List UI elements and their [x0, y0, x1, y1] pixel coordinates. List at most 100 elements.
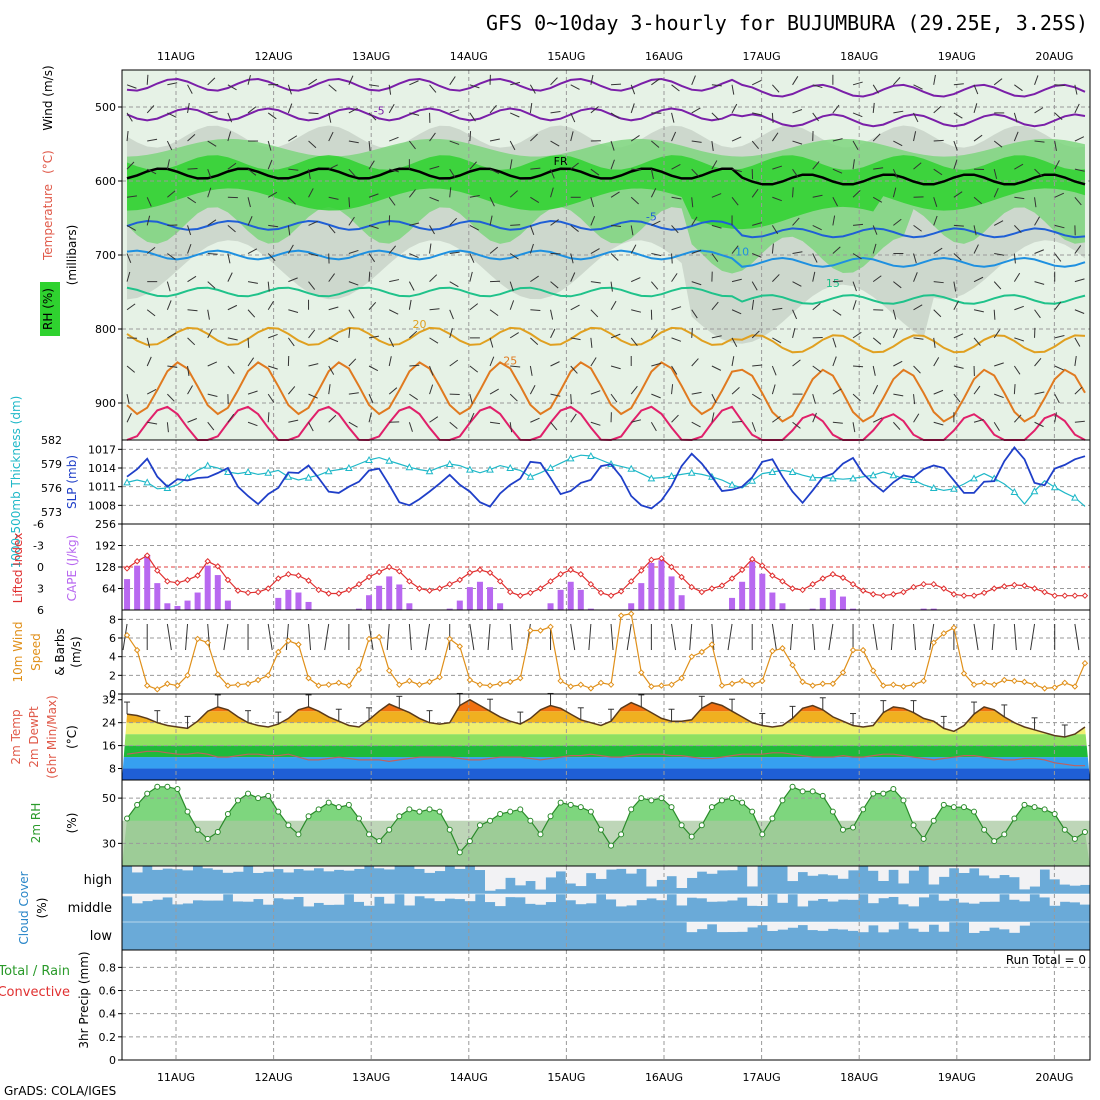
thickness-line-marker [1050, 483, 1059, 491]
wind-barb [933, 389, 944, 395]
lifted-index-line-marker [668, 563, 675, 571]
wind-barb [166, 422, 169, 433]
wind-barb [852, 140, 859, 150]
wind-barb-10m [368, 623, 374, 651]
wind-barb [267, 253, 276, 262]
wind-barb [993, 78, 1003, 86]
rh-2m-line-marker [426, 806, 433, 813]
wind-barb [1014, 305, 1024, 311]
wind-barb-10m [671, 623, 677, 651]
cloud-cell [747, 866, 758, 887]
wind-barb [852, 81, 863, 86]
cloud-cell [515, 894, 526, 898]
wind-barb [247, 337, 250, 348]
lifted-index-line-marker [305, 577, 312, 584]
cloud-cell [606, 894, 617, 900]
rh-2m-line-marker [366, 831, 373, 838]
wind-barb [489, 337, 494, 348]
wind-barb [631, 168, 642, 171]
rh-2m-line-marker [1081, 829, 1088, 836]
wind-barb [973, 385, 981, 395]
temp-bands [122, 699, 1090, 780]
wind-barb [529, 243, 534, 254]
wind-speed-line-marker [991, 681, 998, 688]
wind-barb [1074, 278, 1085, 283]
wind-barb [489, 197, 495, 207]
wind-barb [530, 417, 540, 423]
wind-barb [449, 168, 456, 178]
cape-bar [759, 573, 766, 610]
wind-barb-10m [509, 623, 513, 651]
wind-barb [550, 393, 561, 397]
wind-barb-10m [285, 623, 289, 651]
wind-barb [449, 309, 454, 320]
wind-barb [711, 393, 717, 404]
wind-barb [550, 361, 560, 367]
cloud-cell [1049, 894, 1061, 906]
cape-bar [224, 600, 231, 610]
lifted-index-line-marker [617, 588, 625, 595]
lifted-index-line-marker [880, 592, 887, 599]
ytick-slp: 1011 [88, 481, 116, 494]
lifted-index-line-marker [718, 582, 726, 589]
wind-speed-line-marker [779, 645, 786, 652]
wind-barb [691, 281, 702, 286]
thickness-line-marker [405, 463, 414, 471]
cloud-cell [656, 894, 667, 901]
wind-barb [409, 222, 420, 226]
isotherm-line [126, 361, 1086, 423]
rh-2m-line-marker [527, 817, 534, 824]
wind-barb [832, 280, 843, 283]
wind-barb [731, 387, 740, 395]
cape-bar [577, 589, 584, 610]
cloud-cell [616, 894, 627, 907]
wind-barb [691, 249, 702, 254]
wind-barb [469, 253, 475, 263]
rh-2m-line-marker [144, 790, 151, 797]
wind-barb [550, 77, 558, 86]
wind-barb [510, 365, 521, 368]
wind-barb [610, 112, 620, 119]
wind-barb [671, 414, 679, 423]
wind-barb-10m [913, 623, 917, 651]
wind-barb [993, 140, 1003, 148]
cloud-cell [636, 866, 647, 869]
ytick-li: 6 [37, 604, 44, 617]
cape-bar [678, 595, 685, 610]
cloud-cell [868, 922, 879, 926]
ylabel-wind-units: (m/s) [69, 636, 83, 667]
cloud-cell [928, 866, 940, 885]
wind-barb-10m [185, 623, 189, 651]
wind-speed-line-marker [638, 669, 645, 676]
wind-speed-line-marker [728, 680, 736, 687]
ytick-li: 0 [37, 561, 44, 574]
wind-barb [529, 365, 533, 376]
wind-barb [429, 365, 434, 376]
wind-barb [147, 421, 158, 425]
thickness-line-marker [385, 456, 394, 464]
wind-speed-line-marker [446, 635, 453, 643]
rh-2m-line-marker [456, 849, 463, 856]
wind-barb [913, 112, 919, 123]
wind-barb [489, 215, 493, 226]
cloud-cell [1069, 894, 1081, 903]
wind-barb [550, 281, 559, 289]
wind-barb [610, 365, 621, 370]
wind-barb-10m [771, 623, 777, 651]
wind-barb [1013, 131, 1019, 142]
wind-barb [328, 84, 337, 92]
wind-barb [166, 300, 172, 310]
wind-barb-10m [890, 623, 894, 651]
wind-barb [429, 308, 440, 311]
cloud-cell [585, 866, 597, 874]
wind-barb-10m [425, 623, 431, 651]
wind-barb [630, 225, 634, 236]
wind-barb [973, 337, 981, 346]
wind-barb [832, 168, 843, 174]
cloud-cell [797, 922, 809, 926]
wind-barb [610, 191, 620, 198]
rh-2m-line-marker [950, 804, 957, 811]
lifted-index-line-marker [456, 576, 463, 584]
cloud-cell [474, 866, 486, 871]
